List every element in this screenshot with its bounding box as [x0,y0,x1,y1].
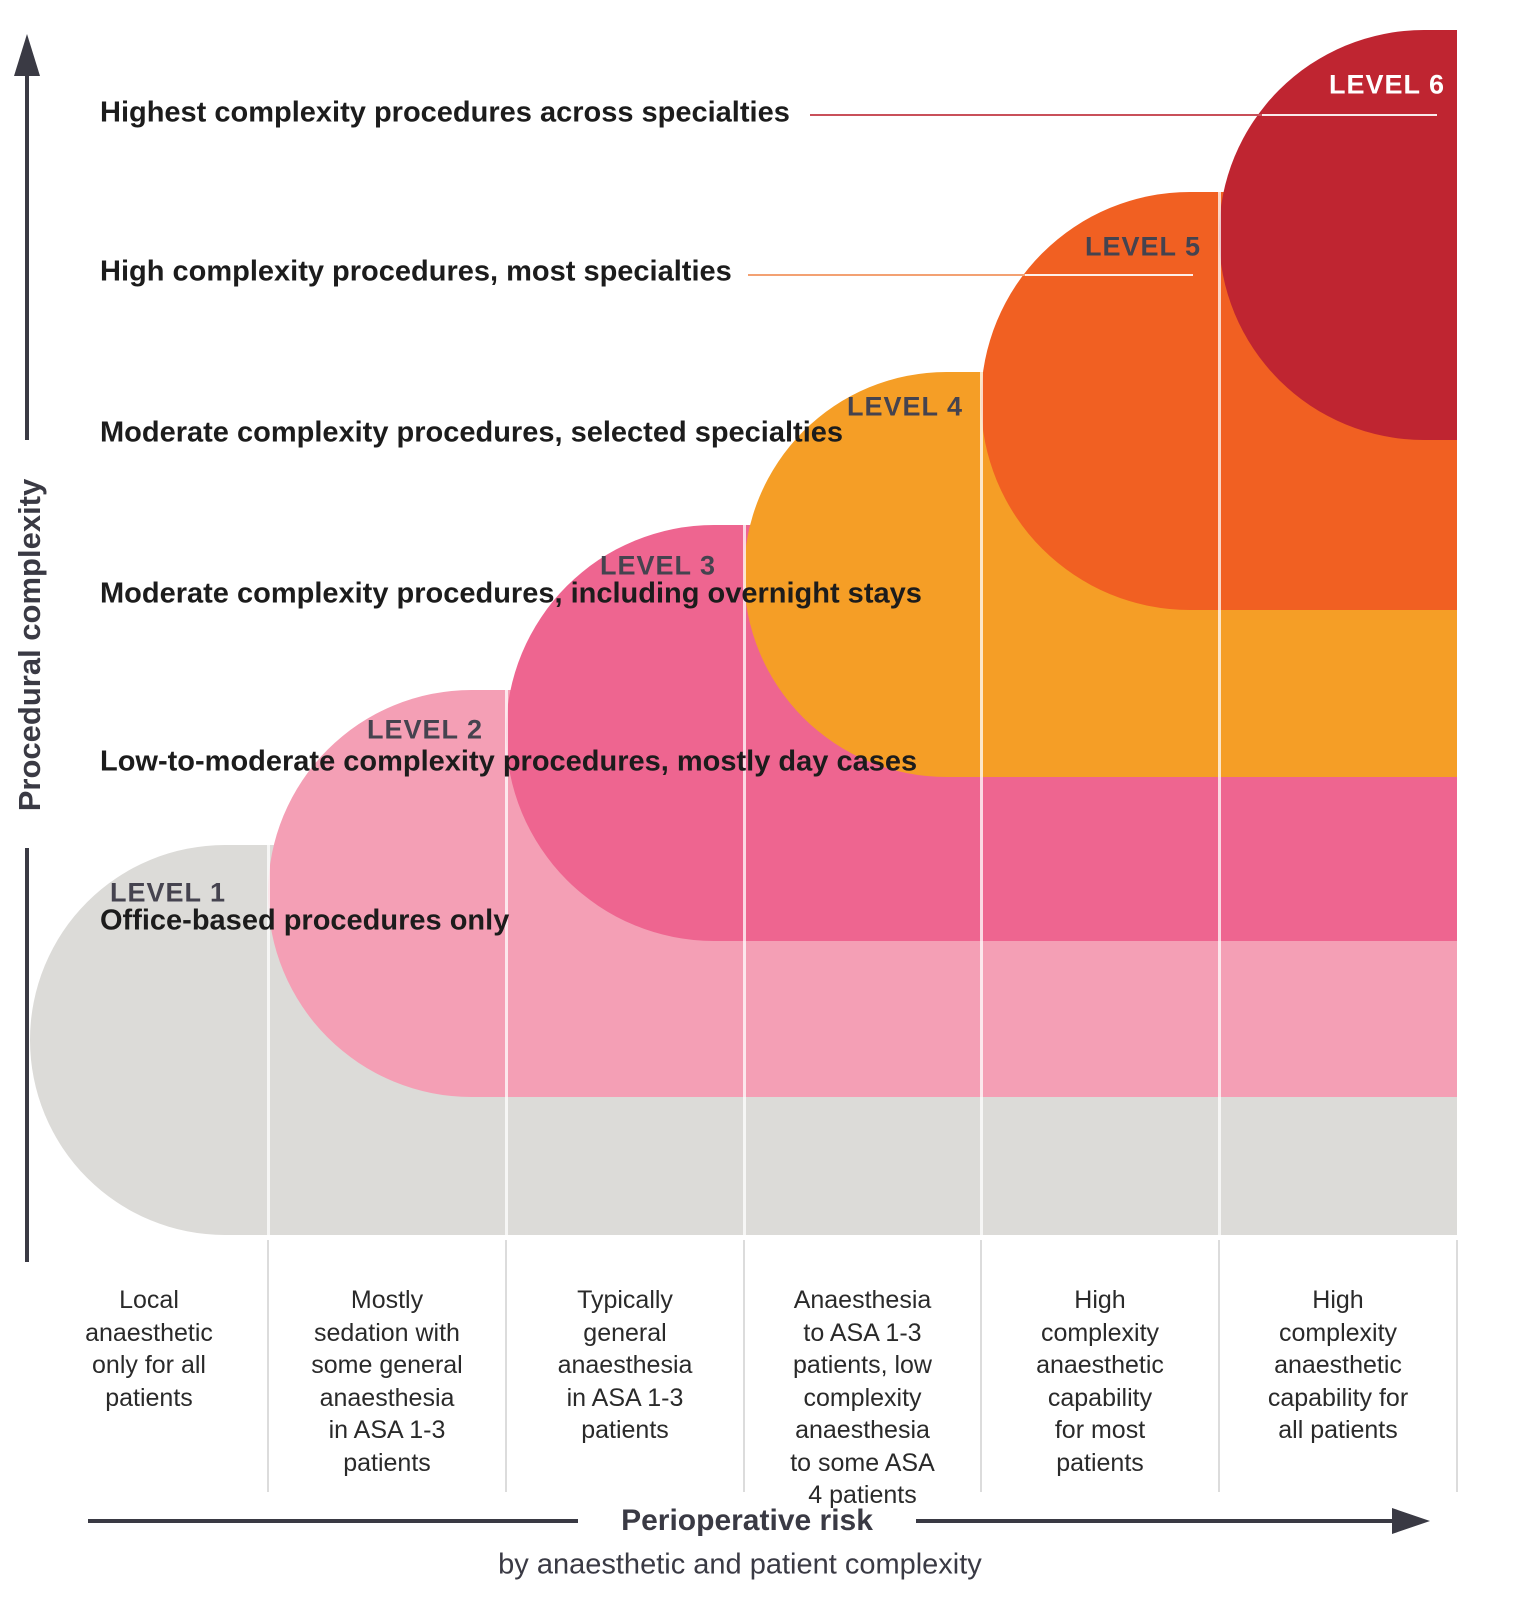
level-1-label: LEVEL 1 [109,877,227,908]
level-4-label: LEVEL 4 [846,391,964,422]
x-axis-sublabel: by anaesthetic and patient complexity [498,1548,982,1581]
level-1-description: Office-based procedures only [100,904,510,937]
y-axis-arrow-icon [14,34,40,76]
column-divider [1218,1240,1220,1492]
x-axis-line-right [916,1519,1392,1523]
column-gridline [743,525,746,1235]
column-gridline [505,690,508,1235]
column-divider [267,1240,269,1492]
column-gridline [267,845,270,1235]
x-axis-line-left [88,1519,578,1523]
column-divider [980,1240,982,1492]
level-6-description: Highest complexity procedures across spe… [100,96,790,129]
level-5-column-label: High complexity anaesthetic capability f… [1036,1286,1164,1477]
y-axis-line-top [25,74,29,440]
level-6-leader-line-on-shape [1262,114,1437,116]
level-2-description: Low-to-moderate complexity procedures, m… [100,745,918,778]
y-axis-label: Procedural complexity [12,478,47,812]
level-3-column-label: Typically general anaesthesia in ASA 1-3… [557,1286,693,1444]
level-5-leader-line-on-shape [1025,274,1193,276]
level-3-description: Moderate complexity procedures, includin… [100,577,922,610]
y-axis-line-bottom [25,848,29,1262]
x-axis-arrow-icon [1392,1508,1430,1534]
level-2-label: LEVEL 2 [366,714,484,745]
column-divider [743,1240,745,1492]
level-1-column-label: Local anaesthetic only for all patients [85,1286,213,1412]
level-5-label: LEVEL 5 [1084,231,1202,262]
column-divider [1456,1240,1458,1492]
level-6-leader-line [810,114,1262,116]
column-divider [505,1240,507,1492]
level-5-description: High complexity procedures, most special… [100,255,732,288]
column-gridline [980,372,983,1235]
level-4-description: Moderate complexity procedures, selected… [100,416,844,449]
level-4-column-label: Anaesthesia to ASA 1-3 patients, low com… [790,1286,935,1509]
column-gridline [1218,192,1221,1235]
level-6-label: LEVEL 6 [1328,69,1446,100]
x-axis-label: Perioperative risk [621,1504,873,1537]
level-5-leader-line [748,274,1025,276]
level-3-label: LEVEL 3 [599,550,717,581]
level-6-column-label: High complexity anaesthetic capability f… [1267,1286,1409,1444]
level-2-column-label: Mostly sedation with some general anaest… [311,1286,463,1477]
